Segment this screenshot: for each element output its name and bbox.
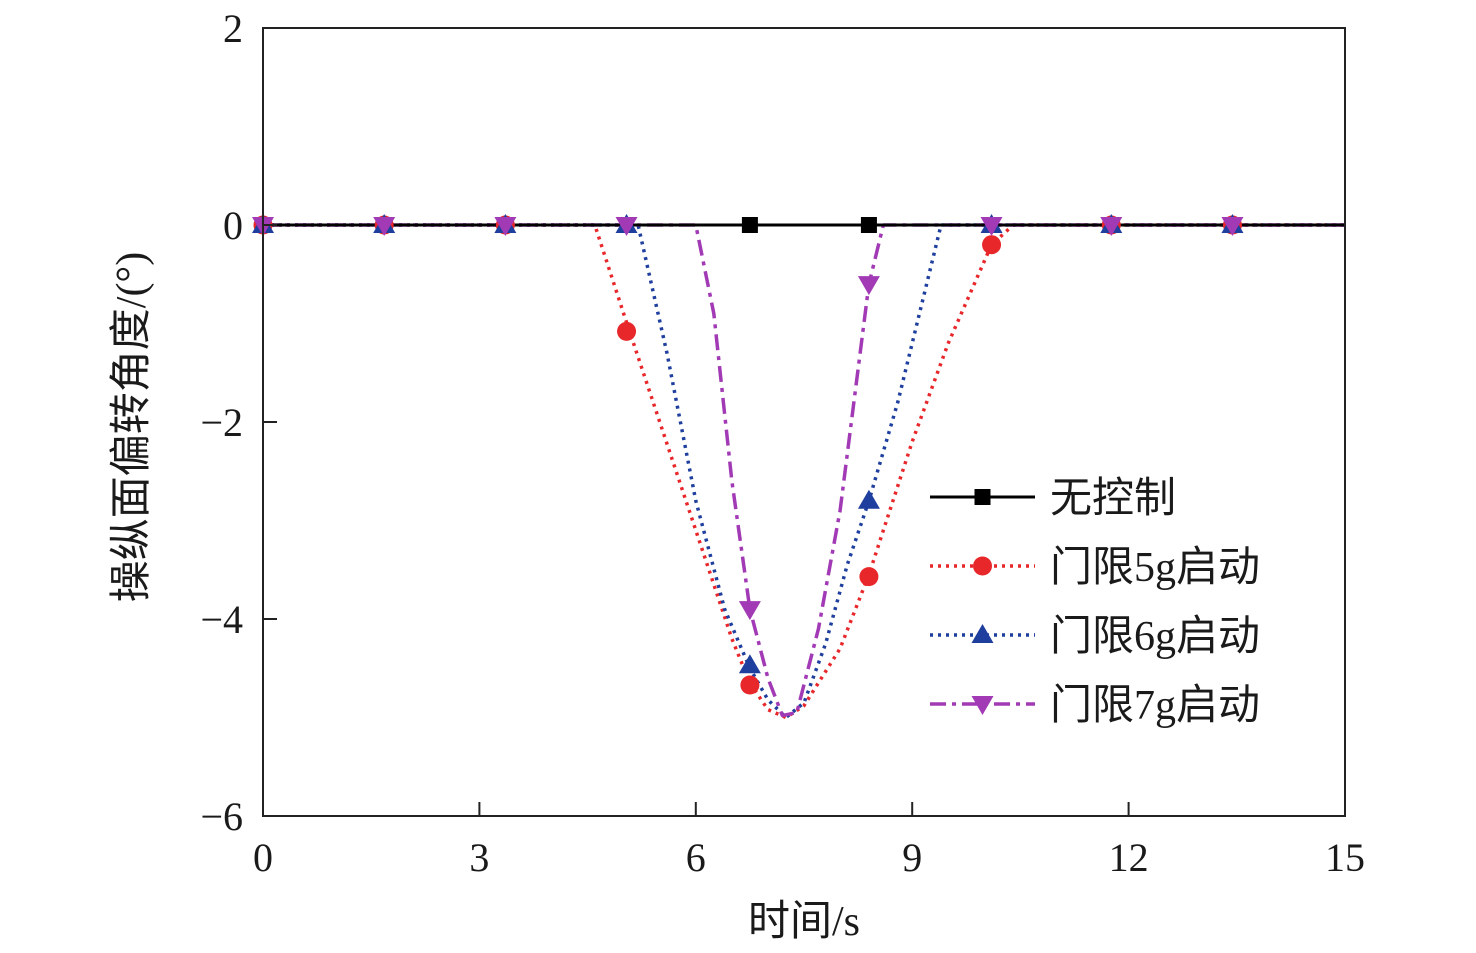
x-tick-label: 9 xyxy=(902,835,922,880)
data-point-circle xyxy=(859,567,879,587)
legend-label: 门限5g启动 xyxy=(1050,545,1260,591)
legend-item: 门限5g启动 xyxy=(930,545,1260,591)
data-point-square xyxy=(741,217,758,233)
x-tick-label: 6 xyxy=(686,835,706,880)
plot-layer xyxy=(252,214,1345,720)
y-axis-ticks: 2 0 −2 −4 −6 xyxy=(200,6,277,839)
x-axis-title: 时间/s xyxy=(748,899,860,945)
data-point-circle xyxy=(982,235,1002,255)
series-markers-0 xyxy=(741,217,877,233)
y-axis-title: 操纵面偏转角度/(°) xyxy=(109,252,155,602)
data-point-square xyxy=(860,217,877,233)
legend-item: 门限6g启动 xyxy=(930,614,1260,660)
legend-item: 无控制 xyxy=(930,476,1176,522)
x-tick-label: 12 xyxy=(1109,835,1149,880)
legend-label: 门限7g启动 xyxy=(1050,683,1260,729)
y-tick-label: −4 xyxy=(200,597,243,642)
data-point-triangle-down xyxy=(738,601,761,621)
x-tick-label: 0 xyxy=(253,835,273,880)
series-2 xyxy=(263,223,1345,720)
data-point-triangle-up xyxy=(738,654,761,674)
data-point-circle xyxy=(617,321,637,341)
data-point-triangle-down xyxy=(615,217,638,236)
x-tick-label: 3 xyxy=(469,835,489,880)
series-line xyxy=(263,223,1345,720)
data-point-triangle-down xyxy=(373,217,396,236)
x-tick-label: 15 xyxy=(1325,835,1365,880)
data-point-triangle-up xyxy=(971,624,994,643)
data-point-triangle-down xyxy=(494,217,517,236)
data-point-triangle-down xyxy=(1100,217,1123,236)
data-point-square xyxy=(974,489,991,505)
data-point-circle xyxy=(973,556,992,576)
legend-label: 门限6g启动 xyxy=(1050,614,1260,660)
legend-item: 门限7g启动 xyxy=(930,683,1260,729)
data-point-triangle-down xyxy=(1221,217,1244,236)
y-tick-label: 0 xyxy=(223,203,243,248)
legend-label: 无控制 xyxy=(1050,476,1176,522)
data-point-triangle-up xyxy=(857,489,880,509)
data-point-triangle-down xyxy=(971,696,994,715)
y-tick-label: −2 xyxy=(200,400,243,445)
y-tick-label: −6 xyxy=(200,794,243,839)
data-point-triangle-down xyxy=(857,276,880,296)
y-tick-label: 2 xyxy=(223,6,243,51)
data-point-circle xyxy=(740,675,760,695)
x-axis-ticks: 0 3 6 9 12 15 xyxy=(253,802,1365,880)
axes-layer: 0 3 6 9 12 15 2 0 −2 −4 −6 时间/s 操纵面偏转角度/(°) xyxy=(109,6,1365,945)
data-point-triangle-down xyxy=(980,217,1003,236)
